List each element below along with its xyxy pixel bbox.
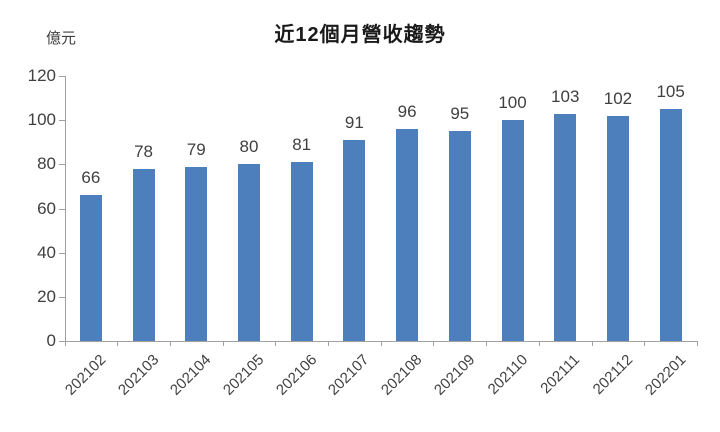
bar-value-label: 96	[397, 102, 417, 121]
x-axis-label: 202112	[589, 351, 637, 398]
bar-value-label: 66	[81, 168, 101, 188]
y-tick-label: 40	[37, 242, 56, 262]
x-axis-label: 202104	[167, 351, 215, 399]
bar-value-label: 78	[134, 141, 154, 161]
y-axis-tick	[58, 341, 65, 342]
bar-value-label: 103	[551, 86, 580, 106]
bar-value-label: 81	[292, 135, 312, 155]
bar-value-label: 79	[186, 139, 206, 159]
y-axis-tick	[58, 208, 65, 210]
bar-value-label: 102	[603, 88, 633, 108]
x-axis-tick	[538, 341, 540, 346]
x-axis-label: 202105	[219, 351, 268, 399]
y-tick-label: 0	[46, 331, 56, 350]
x-axis-label: 202201	[641, 351, 689, 399]
bar-value-label: 95	[450, 104, 470, 124]
x-axis-label: 202108	[378, 351, 426, 399]
bar-202103	[132, 168, 155, 341]
y-axis-tick	[58, 76, 65, 77]
bar-202109	[448, 131, 471, 341]
bar-value-label: 105	[656, 82, 685, 102]
bar-202201	[659, 109, 682, 341]
y-tick-label: 20	[37, 286, 56, 306]
x-axis-tick	[169, 341, 171, 346]
y-tick-label: 60	[37, 198, 56, 218]
x-axis-label: 202103	[114, 351, 162, 399]
bar-202106	[290, 162, 313, 341]
x-axis-tick	[275, 341, 277, 346]
x-axis-label: 202111	[537, 351, 584, 398]
y-tick-label: 80	[37, 154, 56, 174]
bar-202102	[79, 195, 102, 341]
x-axis-tick	[64, 341, 66, 346]
bar-202105	[237, 164, 260, 341]
y-axis-tick	[58, 252, 65, 254]
bar-value-label: 91	[344, 113, 364, 133]
y-axis-tick	[58, 164, 65, 166]
x-axis-tick	[117, 341, 119, 346]
bar-value-label: 100	[498, 93, 527, 113]
x-axis-tick	[644, 341, 646, 346]
bar-202112	[606, 115, 629, 341]
x-axis-tick	[328, 341, 330, 346]
y-axis-tick	[58, 296, 65, 298]
y-axis-tick	[58, 120, 65, 122]
x-axis-tick	[486, 341, 488, 346]
x-axis-label: 202102	[61, 351, 110, 399]
bar-202104	[185, 166, 208, 341]
x-axis-label: 202109	[430, 351, 479, 399]
x-axis-tick	[591, 341, 593, 346]
x-axis-tick	[697, 341, 698, 346]
bar-202108	[396, 129, 419, 341]
y-axis-unit-label: 億元	[46, 30, 77, 47]
chart-title: 近12個月營收趨勢	[274, 24, 446, 46]
bar-202110	[501, 120, 524, 341]
x-axis-label: 202110	[484, 351, 531, 398]
x-axis-tick	[222, 341, 224, 346]
x-axis-label: 202106	[272, 351, 321, 399]
bar-202107	[343, 140, 366, 341]
x-axis-tick	[433, 341, 435, 346]
y-axis-line	[64, 76, 66, 342]
y-tick-label: 120	[27, 66, 56, 85]
bar-value-label: 80	[239, 137, 259, 157]
x-axis-label: 202107	[325, 351, 373, 399]
x-axis-tick	[380, 341, 382, 346]
bar-202111	[554, 113, 577, 341]
y-tick-label: 100	[27, 110, 56, 130]
